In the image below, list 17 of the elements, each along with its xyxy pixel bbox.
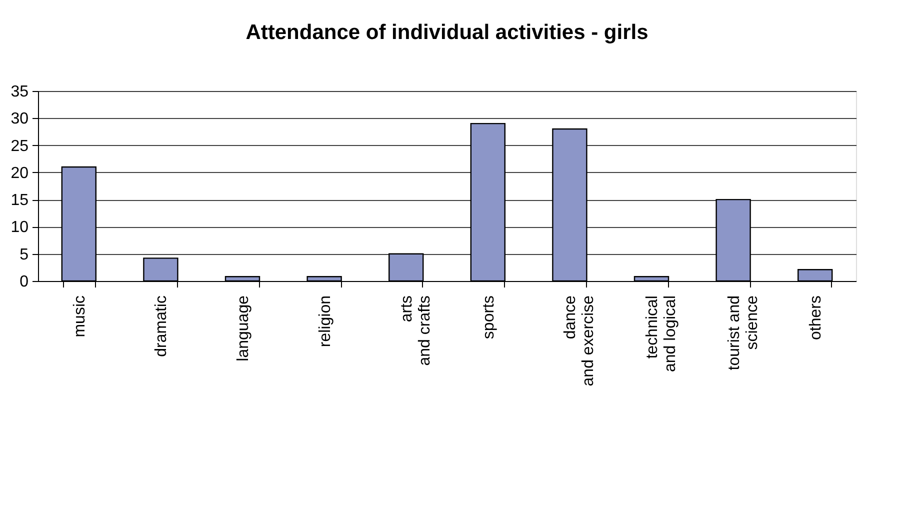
y-tick-label: 20 bbox=[10, 164, 29, 182]
chart-title: Attendance of individual activities - girls bbox=[246, 21, 648, 44]
x-tick-label: tourist and science bbox=[726, 295, 761, 370]
y-tick-label: 5 bbox=[20, 246, 29, 264]
y-tick-label: 10 bbox=[10, 219, 29, 236]
y-tick-label: 15 bbox=[10, 192, 29, 210]
x-tick-label: religion bbox=[316, 296, 334, 348]
x-tick-label: language bbox=[235, 295, 252, 362]
x-tick-label: arts and crafts bbox=[398, 296, 434, 366]
x-tick-label: dramatic bbox=[153, 296, 170, 357]
x-tick-label: music bbox=[71, 296, 88, 338]
y-tick-label: 25 bbox=[10, 138, 29, 155]
y-tick-label: 30 bbox=[10, 110, 29, 128]
y-tick-label: 35 bbox=[10, 84, 29, 100]
x-tick-label: sports bbox=[480, 296, 498, 340]
x-tick-label: others bbox=[808, 296, 825, 340]
y-tick-label: 0 bbox=[20, 274, 29, 290]
